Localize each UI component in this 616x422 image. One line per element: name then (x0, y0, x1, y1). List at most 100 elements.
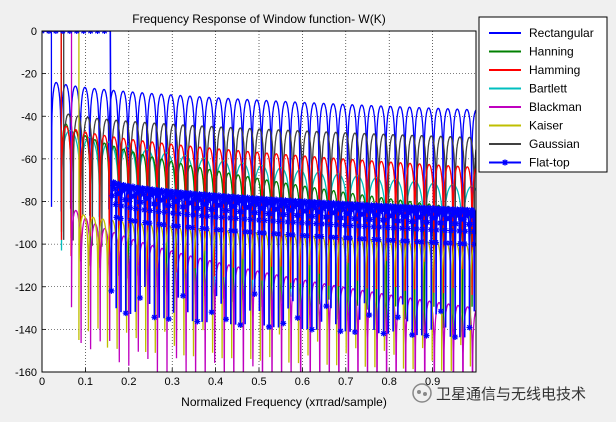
flat-top-marker (262, 202, 269, 209)
flat-top-marker (399, 225, 406, 232)
flat-top-marker (464, 206, 471, 213)
flat-top-marker (394, 314, 401, 321)
flat-top-marker (168, 189, 175, 196)
flat-top-marker (192, 190, 199, 197)
flat-top-marker (267, 200, 274, 207)
flat-top-marker (122, 310, 129, 317)
flat-top-marker (410, 208, 417, 215)
flat-top-marker (116, 182, 123, 189)
flat-top-marker (391, 209, 398, 216)
flat-top-marker (352, 215, 359, 222)
flat-top-marker (417, 214, 424, 221)
flat-top-marker (175, 223, 182, 230)
flat-top-marker (129, 183, 136, 190)
flat-top-marker (445, 205, 452, 212)
flat-top-marker (170, 210, 177, 217)
flat-top-marker (259, 197, 266, 204)
flat-top-marker (306, 198, 313, 205)
flat-top-marker (321, 199, 328, 206)
flat-top-marker (369, 202, 376, 209)
x-tick-label: 0.1 (78, 376, 93, 388)
flat-top-marker (254, 196, 261, 203)
legend-marker (502, 159, 508, 166)
flat-top-marker (427, 226, 434, 233)
legend-label: Rectangular (529, 26, 594, 40)
flat-top-marker (126, 189, 133, 196)
x-tick-label: 0.9 (425, 376, 440, 388)
flat-top-marker (462, 212, 469, 219)
flat-top-marker (376, 224, 383, 231)
flat-top-marker (159, 197, 166, 204)
flat-top-marker (238, 198, 245, 205)
flat-top-marker (452, 333, 459, 340)
flat-top-marker (303, 208, 310, 215)
series-line-blackman (42, 31, 476, 372)
flat-top-marker (326, 206, 333, 213)
flat-top-marker (199, 225, 206, 232)
flat-top-marker (441, 211, 448, 218)
flat-top-marker (323, 214, 330, 221)
flat-top-marker (249, 195, 256, 202)
flat-top-marker (284, 218, 291, 225)
flat-top-marker (155, 208, 162, 215)
flat-top-marker (356, 235, 363, 242)
flat-top-marker (452, 220, 459, 227)
flat-top-marker (469, 207, 476, 214)
flat-top-marker (158, 187, 165, 194)
flat-top-marker (161, 209, 168, 216)
flat-top-marker (185, 224, 192, 231)
flat-top-marker (231, 203, 238, 210)
x-tick-label: 0.5 (251, 376, 266, 388)
flat-top-marker (291, 204, 298, 211)
flat-top-marker (298, 204, 305, 211)
flat-top-marker (218, 226, 225, 233)
flat-top-marker (144, 187, 151, 194)
flat-top-marker (384, 209, 391, 216)
flat-top-marker (295, 212, 302, 219)
x-tick-label: 0.6 (295, 376, 310, 388)
flat-top-marker (125, 183, 132, 190)
flat-top-marker (132, 218, 139, 225)
flat-top-marker (366, 311, 373, 318)
flat-top-marker (431, 207, 438, 214)
flat-top-marker (332, 234, 339, 241)
flat-top-marker (421, 204, 428, 211)
flat-top-marker (361, 235, 368, 242)
flat-top-marker (423, 332, 430, 339)
flat-top-marker (112, 201, 119, 208)
flat-top-marker (342, 234, 349, 241)
flat-top-marker (359, 201, 366, 208)
flat-top-marker (117, 190, 124, 197)
flat-top-marker (305, 204, 312, 211)
flat-top-marker (194, 318, 201, 325)
flat-top-marker (227, 215, 234, 222)
flat-top-marker (273, 198, 280, 205)
flat-top-marker (374, 212, 381, 219)
flat-top-marker (132, 205, 139, 212)
flat-top-marker (398, 209, 405, 216)
flat-top-marker (405, 210, 412, 217)
flat-top-marker (226, 199, 233, 206)
flat-top-marker (327, 221, 334, 228)
flat-top-marker (146, 220, 153, 227)
flat-top-marker (180, 204, 187, 211)
flat-top-marker (348, 207, 355, 214)
flat-top-marker (270, 218, 277, 225)
flat-top-marker (115, 180, 122, 187)
flat-top-marker (197, 191, 204, 198)
flat-top-marker (335, 200, 342, 207)
flat-top-marker (366, 216, 373, 223)
flat-top-marker (344, 200, 351, 207)
flat-top-marker (109, 182, 116, 189)
flat-top-marker (369, 208, 376, 215)
flat-top-marker (432, 239, 439, 246)
flat-top-marker (210, 195, 217, 202)
flat-top-marker (346, 210, 353, 217)
flat-top-marker (211, 193, 218, 200)
flat-top-marker (217, 202, 224, 209)
flat-top-marker (219, 199, 226, 206)
legend: Rectangular Hanning Hamming Bartlett Blackma… (478, 16, 608, 173)
flat-top-marker (244, 194, 251, 201)
flat-top-marker (316, 199, 323, 206)
